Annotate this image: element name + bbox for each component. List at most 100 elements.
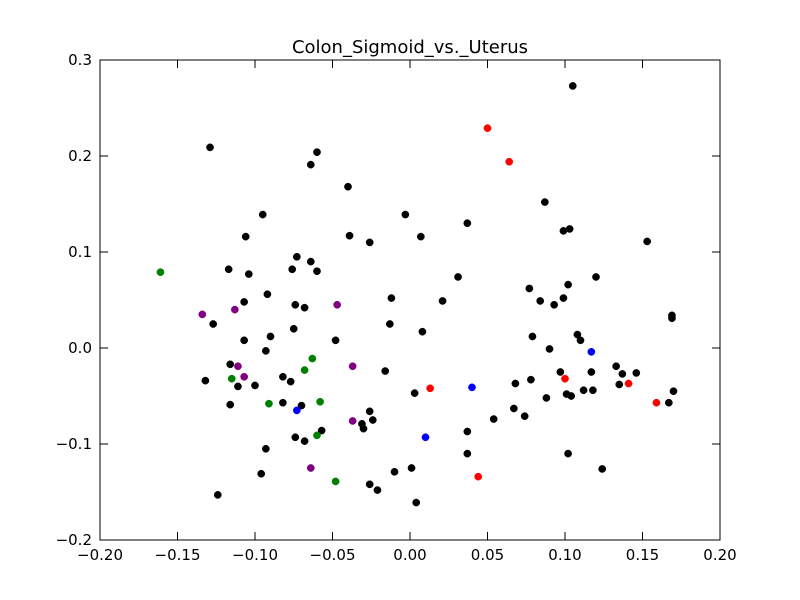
data-point <box>297 401 306 410</box>
data-point <box>463 219 472 228</box>
x-tick-label: 0.15 <box>626 546 659 564</box>
data-point <box>618 370 627 378</box>
y-tick-label: −0.2 <box>56 531 92 549</box>
chart-title: Colon_Sigmoid_vs._Uterus <box>292 37 528 58</box>
data-point <box>156 268 165 277</box>
data-point <box>418 327 427 336</box>
data-point <box>421 433 430 442</box>
data-point <box>386 320 394 328</box>
data-point <box>317 426 326 435</box>
data-point <box>438 297 447 305</box>
data-point <box>300 437 309 445</box>
data-point <box>345 231 354 240</box>
data-point <box>262 444 270 453</box>
data-point <box>240 298 248 306</box>
x-tick-label: 0.00 <box>393 546 426 564</box>
data-point <box>564 449 572 458</box>
y-tick-label: 0.3 <box>68 51 92 69</box>
data-point <box>234 382 242 391</box>
data-point <box>550 300 559 309</box>
x-tick-label: −0.15 <box>155 546 201 564</box>
data-point <box>652 398 661 407</box>
data-point <box>240 336 248 345</box>
data-point <box>559 294 568 302</box>
data-point <box>244 270 253 278</box>
data-point <box>541 198 549 206</box>
data-point <box>365 480 374 489</box>
data-point <box>592 273 600 281</box>
data-point <box>201 376 210 385</box>
y-tick-label: 0.2 <box>68 147 92 165</box>
data-point <box>293 406 301 415</box>
data-point <box>561 374 569 383</box>
data-point <box>401 210 410 219</box>
data-point <box>209 320 217 328</box>
data-point <box>615 380 624 389</box>
x-tick-label: −0.10 <box>232 546 278 564</box>
data-point <box>587 368 596 376</box>
data-point <box>313 267 321 276</box>
data-point <box>643 237 652 246</box>
data-point <box>665 398 673 407</box>
data-point <box>564 280 572 289</box>
data-point <box>632 369 641 377</box>
data-point <box>226 400 235 409</box>
data-point <box>576 336 585 345</box>
data-point <box>587 347 596 356</box>
data-point <box>536 297 545 305</box>
data-point <box>669 387 678 396</box>
data-point <box>589 386 597 395</box>
data-point <box>286 377 295 386</box>
data-point <box>313 148 321 157</box>
data-point <box>463 427 472 436</box>
data-point <box>231 305 239 314</box>
data-point <box>525 284 534 293</box>
data-point <box>234 362 242 371</box>
data-point <box>291 433 300 442</box>
data-point <box>368 416 377 424</box>
data-point <box>463 449 472 458</box>
x-tick-label: 0.20 <box>703 546 736 564</box>
x-tick-label: −0.05 <box>310 546 356 564</box>
y-tick-label: 0.1 <box>68 243 92 261</box>
data-point <box>213 491 222 499</box>
data-point <box>542 394 551 402</box>
data-point <box>417 232 425 241</box>
data-point <box>258 210 267 219</box>
data-point <box>568 82 577 90</box>
data-point <box>579 386 588 395</box>
data-point <box>241 232 250 241</box>
x-tick-label: 0.10 <box>548 546 581 564</box>
data-point <box>300 303 309 312</box>
data-point <box>545 345 554 353</box>
data-point <box>306 464 315 472</box>
data-point <box>300 366 309 374</box>
data-point <box>306 257 315 266</box>
data-point <box>426 384 434 393</box>
data-point <box>556 368 565 376</box>
data-point <box>567 392 576 400</box>
data-point <box>612 362 621 371</box>
y-tick-label: −0.1 <box>56 435 92 453</box>
data-point <box>387 294 396 302</box>
data-point <box>520 412 529 421</box>
data-point <box>527 375 535 384</box>
data-point <box>598 465 607 473</box>
data-point <box>624 379 633 388</box>
data-point <box>474 472 483 481</box>
data-point <box>265 399 273 408</box>
data-point <box>344 182 352 191</box>
data-point <box>227 374 236 383</box>
data-point <box>313 431 321 440</box>
data-point <box>509 404 518 413</box>
data-point <box>454 273 462 281</box>
data-point <box>226 360 235 369</box>
data-point <box>333 300 341 309</box>
y-tick-label: 0.0 <box>68 339 92 357</box>
data-point <box>198 310 207 319</box>
data-point <box>390 467 399 476</box>
data-point <box>266 332 275 341</box>
data-point <box>262 347 270 355</box>
data-point <box>279 372 287 381</box>
